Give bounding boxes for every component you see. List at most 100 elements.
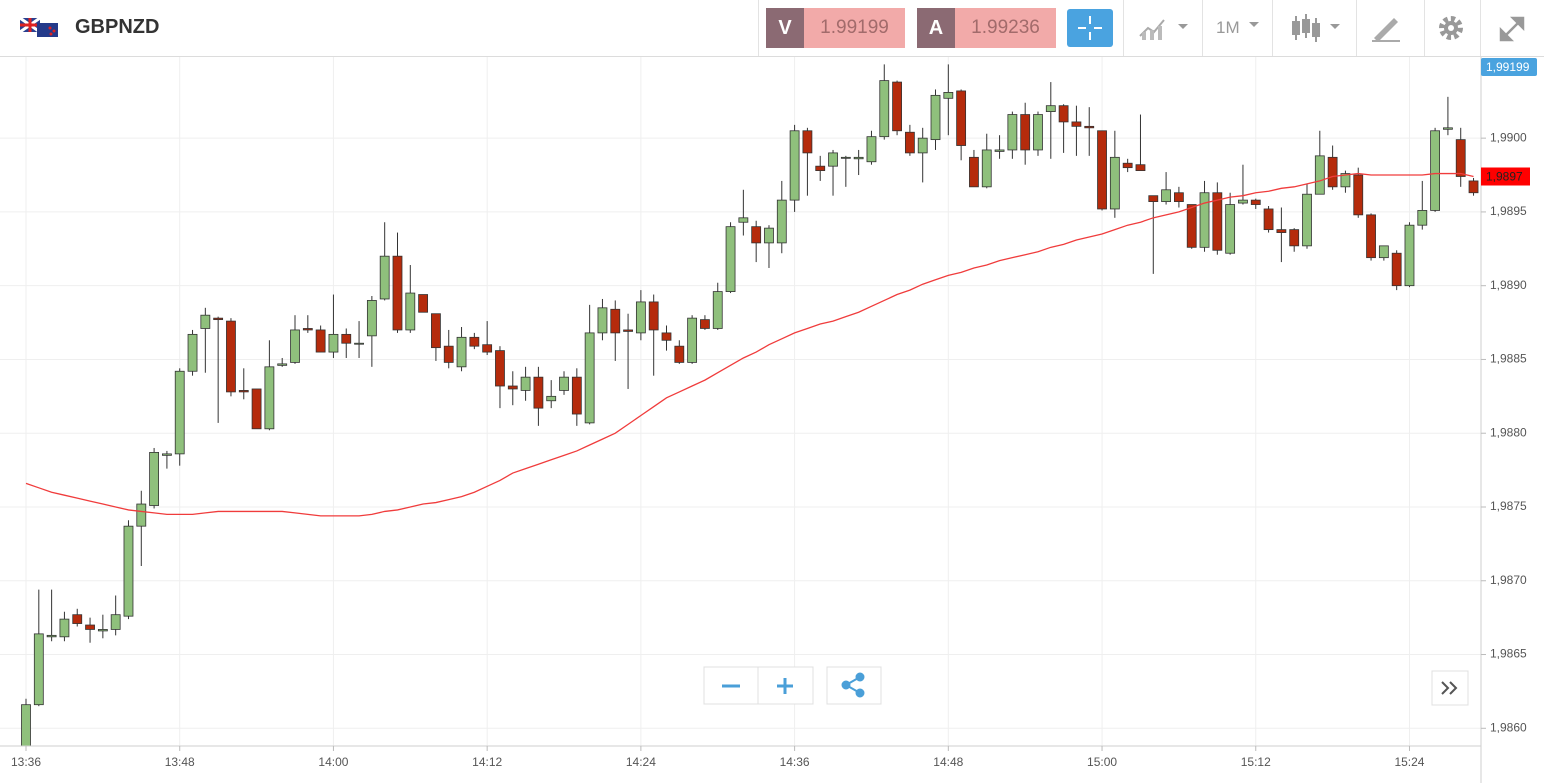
candle-body [1289,229,1300,247]
candle-body [302,328,313,331]
candle-style-button[interactable] [1288,12,1348,44]
y-tick-label: 1,9865 [1490,647,1527,661]
candle-body [533,376,544,409]
candle-body [546,395,557,402]
settings-button[interactable] [1436,14,1466,44]
buy-button[interactable]: A [917,8,955,48]
separator [1123,0,1124,56]
x-tick-label: 15:12 [1241,755,1271,769]
candle-body [1378,245,1389,259]
y-tick-label: 1,9885 [1490,352,1527,366]
axes: 1,9860 1,9865 1,9870 1,9875 1,9880 1,9885 1,98… [11,58,1537,769]
candle-body [776,199,787,244]
candle-body [200,314,211,329]
x-tick-label: 14:48 [933,755,963,769]
candle-body [213,317,224,321]
candle-body [1340,173,1351,188]
candle-body [1417,210,1428,226]
candle-body [123,525,134,617]
candle-body [815,165,826,172]
candle-body [315,329,326,353]
y-tick-label: 1,9860 [1490,720,1527,734]
candle-body [59,618,70,638]
candle-body [751,226,762,244]
scroll-end-button[interactable] [1431,670,1469,706]
separator [1480,0,1481,56]
bid-marker-label: 1,99199 [1486,60,1530,74]
candle-body [85,624,95,630]
y-tick-label: 1,9900 [1490,130,1527,144]
moving-average-label: 1,9897 [1486,170,1523,184]
candle-body [149,452,160,506]
candle-body [674,345,685,363]
share-button[interactable] [826,666,882,705]
candle-body [174,370,185,455]
candle-body [879,80,890,138]
buy-price[interactable]: 1.99236 [955,8,1056,48]
moving-average-line [25,172,1474,517]
candle-body [520,376,531,391]
candle-body [341,333,352,344]
separator [758,0,759,56]
candle-body [1212,192,1223,251]
fullscreen-button[interactable] [1497,14,1527,44]
candle-body [1097,130,1107,210]
sell-price[interactable]: 1.99199 [804,8,905,48]
candle-body [1327,156,1338,188]
candle-body [648,301,659,331]
x-tick-label: 13:48 [165,755,195,769]
crosshair-button[interactable] [1067,9,1113,47]
chart-type-button[interactable] [1138,14,1193,42]
candle-body [1430,130,1440,211]
candle-body [994,149,1005,152]
candle-body [584,332,595,424]
candle-body [1007,114,1018,151]
candle-body [712,291,723,329]
separator [1202,0,1203,56]
moving-average-marker [1481,167,1530,186]
chevron-icon [1441,681,1450,695]
x-tick-label: 13:36 [11,755,41,769]
candle-body [1302,193,1312,247]
candle-body [1071,121,1082,127]
candle-body [789,130,800,201]
dropdown-icon [1249,22,1259,27]
candle-body [597,307,608,334]
symbol: GBPNZD [75,16,160,38]
candle-body [162,453,172,456]
sell-button[interactable]: V [766,8,804,48]
candle-body [853,156,864,160]
candle-body [1174,192,1184,202]
flag-icon [20,18,58,37]
candle-body [1033,114,1043,151]
candle-body [1225,204,1236,254]
candle-body [1276,229,1287,233]
candle-body [21,704,31,746]
x-tick-label: 14:00 [318,755,348,769]
x-tick-label: 14:36 [780,755,810,769]
candle-body [1404,224,1415,287]
candle-body [507,385,518,390]
candle-body [866,136,877,163]
candle-body [1250,199,1261,205]
candle-body [828,152,838,167]
y-tick-label: 1,9880 [1490,425,1527,439]
candle-body [1263,208,1274,231]
drawing-tools-button[interactable] [1370,14,1402,42]
candle-body [1058,105,1069,123]
candle-body [1045,105,1056,112]
candle-body [187,333,198,372]
candle-body [33,633,44,706]
candle-body [981,149,992,188]
candle-body [366,300,377,337]
candle-body [277,363,288,366]
share-icon [841,672,865,698]
candle-body [354,342,364,345]
chevron-icon [1449,681,1458,695]
timeframe-button[interactable]: 1M [1216,18,1240,37]
candle-body [290,329,300,363]
zoom-controls [703,666,1469,706]
candle-body [405,292,416,331]
